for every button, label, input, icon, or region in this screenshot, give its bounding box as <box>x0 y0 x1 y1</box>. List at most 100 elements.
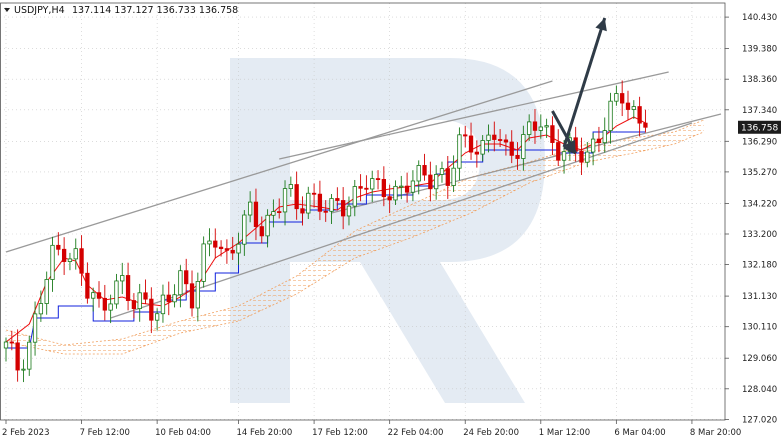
candle-body <box>73 248 78 260</box>
candle-body <box>27 341 32 370</box>
watermark-leg <box>360 262 525 403</box>
candle-body <box>131 300 137 310</box>
x-tick-label: 22 Feb 04:00 <box>388 428 444 438</box>
symbol-label: USDJPY,H4 <box>14 5 65 16</box>
candle-body <box>218 246 224 250</box>
candle-body <box>230 249 235 254</box>
candle-body <box>352 186 357 207</box>
candle-body <box>335 198 340 201</box>
candle-body <box>102 297 107 311</box>
y-tick-label: 128.040 <box>742 385 777 395</box>
candle-body <box>428 174 433 190</box>
upside-arrow-head <box>595 18 607 32</box>
candle-body <box>585 151 590 163</box>
candle-body <box>625 102 631 110</box>
candle-body <box>277 211 282 213</box>
candle-body <box>346 205 352 217</box>
y-tick-label: 133.200 <box>742 230 777 240</box>
y-tick-label: 130.110 <box>742 323 777 333</box>
current-price-badge: 136.758 <box>738 120 781 134</box>
x-tick-label: 24 Feb 20:00 <box>463 428 519 438</box>
candle-body <box>213 240 218 248</box>
candle-body <box>50 244 55 280</box>
candle-body <box>370 178 375 190</box>
candle-body <box>195 281 200 309</box>
candle-body <box>85 272 90 299</box>
candle-body <box>271 211 276 216</box>
candle-body <box>294 184 299 210</box>
candle-body <box>248 201 253 216</box>
candle-body <box>451 167 456 186</box>
candle-body <box>44 279 49 304</box>
x-tick-label: 2 Feb 2023 <box>2 428 50 438</box>
candle-body <box>404 185 410 193</box>
candle-body <box>56 244 61 250</box>
x-tick-label: 8 Mar 20:00 <box>690 428 741 438</box>
candle-body <box>532 121 538 131</box>
candle-body <box>172 294 177 303</box>
candle-body <box>311 192 317 195</box>
upside-arrow-shaft <box>562 17 607 148</box>
candle-body <box>91 292 96 299</box>
candle-body <box>3 341 9 349</box>
candle-body <box>631 106 636 110</box>
candle-body <box>108 303 113 311</box>
forecast-arrows <box>551 17 607 155</box>
candle-body <box>434 174 439 190</box>
candle-body <box>21 368 26 371</box>
y-tick-label: 140.430 <box>742 13 777 23</box>
candle-body <box>306 192 311 214</box>
candle-body <box>439 168 445 175</box>
candle-body <box>341 200 346 217</box>
candle-body <box>178 270 183 296</box>
ohlc-readout: 137.114 137.127 136.733 136.758 <box>72 5 238 16</box>
candle-body <box>317 193 323 212</box>
candle-body <box>15 342 20 371</box>
candle-body <box>544 125 549 128</box>
channel-line <box>110 122 693 319</box>
candle-body <box>486 134 491 141</box>
watermark-bowl <box>290 58 545 262</box>
dropdown-triangle-icon[interactable] <box>4 8 10 12</box>
candle-body <box>614 93 619 102</box>
candle-body <box>561 151 567 161</box>
candle-body <box>79 248 84 274</box>
candle-body <box>67 258 73 262</box>
candle-body <box>445 168 450 186</box>
x-tick-label: 1 Mar 12:00 <box>539 428 590 438</box>
pullback-arrow-head <box>564 139 576 153</box>
y-tick-label: 136.290 <box>742 137 777 147</box>
candle-body <box>166 294 171 303</box>
candle-body <box>492 134 497 140</box>
candle-body <box>550 125 555 143</box>
candle-body <box>288 184 293 189</box>
candle-body <box>602 130 607 144</box>
candle-body <box>329 198 334 212</box>
channel-line <box>5 80 553 253</box>
y-tick-label: 135.270 <box>742 168 777 178</box>
candle-body <box>538 126 543 131</box>
candle-body <box>125 275 131 301</box>
plot-frame <box>0 2 726 421</box>
price-badge-box <box>738 120 781 134</box>
candle-body <box>137 292 142 310</box>
candle-body <box>236 243 241 254</box>
candle-body <box>393 185 398 201</box>
axes: 127.020 128.040 129.060 130.110 131.130 132.1… <box>0 2 777 438</box>
candle-body <box>224 248 230 251</box>
x-tick-label: 6 Mar 04:00 <box>614 428 665 438</box>
candle-body <box>399 185 404 188</box>
candle-body <box>468 135 474 153</box>
candle-body <box>381 179 386 198</box>
candle-body <box>189 283 195 309</box>
y-tick-label: 132.180 <box>742 261 777 271</box>
ichimoku-cloud <box>5 119 704 355</box>
candle-body <box>503 139 509 143</box>
x-tick-label: 17 Feb 12:00 <box>312 428 368 438</box>
y-tick-label: 138.360 <box>742 75 777 85</box>
candle-body <box>253 201 259 228</box>
candle-body <box>207 240 212 245</box>
x-tick-label: 7 Feb 12:00 <box>80 428 130 438</box>
candle-body <box>480 140 485 155</box>
candle-body <box>184 270 189 285</box>
